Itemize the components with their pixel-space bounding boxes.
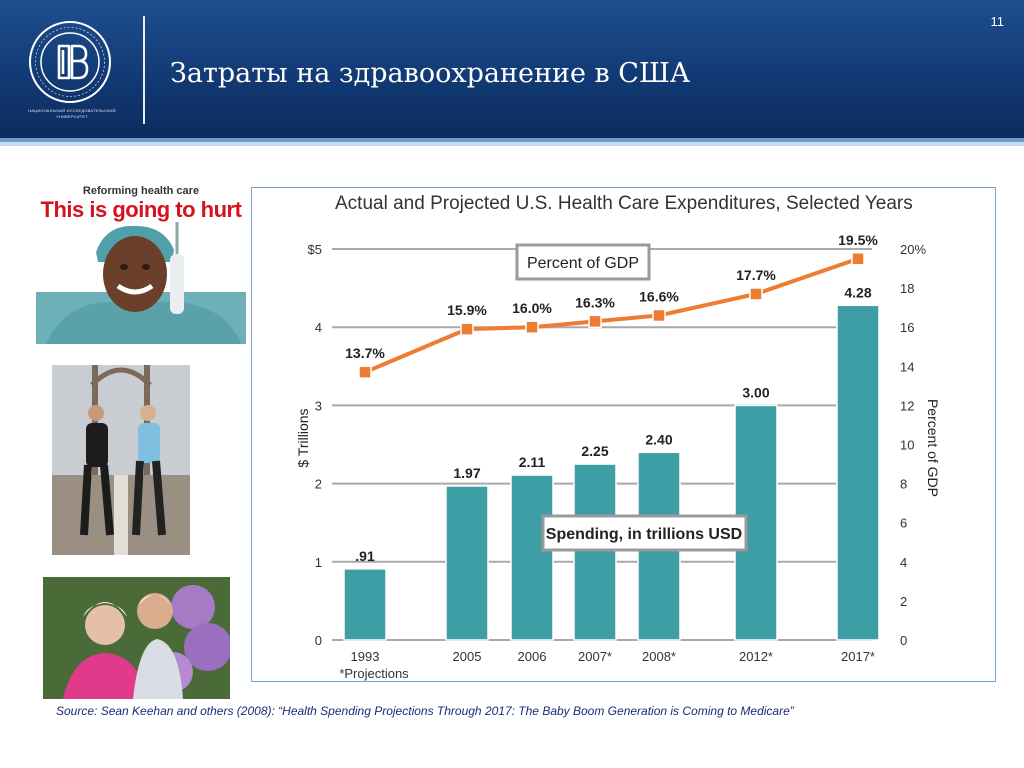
line-point bbox=[588, 314, 602, 329]
bar-value-label: 4.28 bbox=[844, 284, 871, 300]
line-value-label: 19.5% bbox=[838, 232, 878, 248]
bar-value-label: 2.25 bbox=[581, 443, 608, 459]
logo-caption: НАЦИОНАЛЬНЫЙ ИССЛЕДОВАТЕЛЬСКИЙ УНИВЕРСИТ… bbox=[28, 108, 116, 119]
bar-value-label: 3.00 bbox=[742, 384, 769, 400]
header-stripe-light bbox=[0, 142, 1024, 146]
line-point bbox=[525, 320, 539, 334]
header-banner: НАЦИОНАЛЬНЫЙ ИССЛЕДОВАТЕЛЬСКИЙ УНИВЕРСИТ… bbox=[0, 0, 1024, 138]
x-tick-label: 2012* bbox=[739, 649, 773, 664]
y2-tick-label: 12 bbox=[900, 398, 914, 413]
chart-title: Actual and Projected U.S. Health Care Ex… bbox=[335, 193, 913, 214]
bridge-joggers-illustration-icon bbox=[52, 365, 190, 555]
bar-series: .91 1.97 2.11 2.25 2.40 3.00 4.28 bbox=[343, 284, 880, 641]
line-value-label: 17.7% bbox=[736, 267, 776, 283]
line-point bbox=[851, 252, 865, 266]
couple-flowers-illustration-icon bbox=[43, 577, 230, 699]
source-citation: Source: Sean Keehan and others (2008): “… bbox=[56, 704, 794, 718]
y2-axis-title: Percent of GDP bbox=[925, 399, 941, 497]
magazine-cover-photo: Reforming health care This is going to h… bbox=[36, 182, 246, 344]
y2-tick-label: 2 bbox=[900, 594, 907, 609]
y-tick-label: 3 bbox=[315, 398, 322, 413]
page-title: Затраты на здравоохранение в США bbox=[170, 58, 691, 89]
y-tick-label: 0 bbox=[315, 633, 322, 648]
health-expenditure-chart: Actual and Projected U.S. Health Care Ex… bbox=[295, 193, 941, 681]
legend-percent-gdp-label: Percent of GDP bbox=[527, 255, 639, 272]
x-tick-label: 2017* bbox=[841, 649, 875, 664]
y2-tick-label: 10 bbox=[900, 438, 914, 453]
legend-spending-label: Spending, in trillions USD bbox=[546, 526, 742, 543]
bar-value-label: 1.97 bbox=[453, 465, 480, 481]
line-value-label: 16.6% bbox=[639, 288, 679, 304]
line-point bbox=[460, 322, 474, 336]
y2-tick-label: 0 bbox=[900, 633, 907, 648]
y2-tick-label: 16 bbox=[900, 320, 914, 335]
y-axis-title: $ Trillions bbox=[295, 408, 311, 467]
chart-container: Actual and Projected U.S. Health Care Ex… bbox=[251, 187, 996, 682]
legend-spending: Spending, in trillions USD bbox=[541, 514, 748, 552]
elderly-couple-photo bbox=[43, 577, 230, 699]
y2-tick-label: 6 bbox=[900, 516, 907, 531]
x-tick-label: 2005 bbox=[453, 649, 482, 664]
line-point bbox=[358, 365, 372, 379]
bar bbox=[573, 463, 617, 641]
line-point bbox=[749, 287, 763, 301]
bar-value-label: .91 bbox=[355, 548, 375, 564]
header-stripe bbox=[0, 138, 1024, 142]
y-tick-label: $5 bbox=[308, 242, 322, 257]
y2-tick-label: 14 bbox=[900, 359, 914, 374]
y2-tick-label: 20% bbox=[900, 242, 926, 257]
page-number: 11 bbox=[990, 14, 1005, 29]
x-tick-label: 1993 bbox=[351, 649, 380, 664]
header-divider bbox=[143, 16, 145, 124]
line-point bbox=[652, 308, 666, 323]
x-tick-label: 2008* bbox=[642, 649, 676, 664]
y-tick-label: 4 bbox=[315, 320, 322, 335]
doctor-illustration-icon bbox=[36, 222, 246, 344]
bar-value-label: 2.11 bbox=[519, 454, 546, 470]
line-series: 13.7% 15.9% 16.0% 16.3% 16.6% 17.7% 19.5% bbox=[345, 232, 878, 379]
bar bbox=[836, 304, 880, 641]
magazine-kicker: Reforming health care bbox=[82, 185, 200, 197]
line-value-label: 15.9% bbox=[447, 302, 487, 318]
line-value-label: 16.0% bbox=[512, 300, 552, 316]
university-logo-icon bbox=[29, 21, 111, 103]
y-tick-label: 1 bbox=[315, 555, 322, 570]
projections-note: *Projections bbox=[339, 666, 409, 681]
y2-tick-label: 8 bbox=[900, 477, 907, 492]
y-tick-label: 2 bbox=[315, 477, 322, 492]
x-tick-label: 2007* bbox=[578, 649, 612, 664]
legend-percent-gdp: Percent of GDP bbox=[515, 243, 651, 281]
bar bbox=[343, 568, 387, 641]
bar bbox=[510, 474, 554, 641]
y2-tick-label: 18 bbox=[900, 281, 914, 296]
bar bbox=[445, 485, 489, 641]
magazine-headline: This is going to hurt bbox=[40, 197, 242, 222]
bar-value-label: 2.40 bbox=[645, 431, 672, 447]
line-value-label: 13.7% bbox=[345, 345, 385, 361]
y2-tick-label: 4 bbox=[900, 555, 907, 570]
joggers-photo bbox=[52, 365, 190, 555]
line-value-label: 16.3% bbox=[575, 294, 615, 310]
x-tick-label: 2006 bbox=[518, 649, 547, 664]
